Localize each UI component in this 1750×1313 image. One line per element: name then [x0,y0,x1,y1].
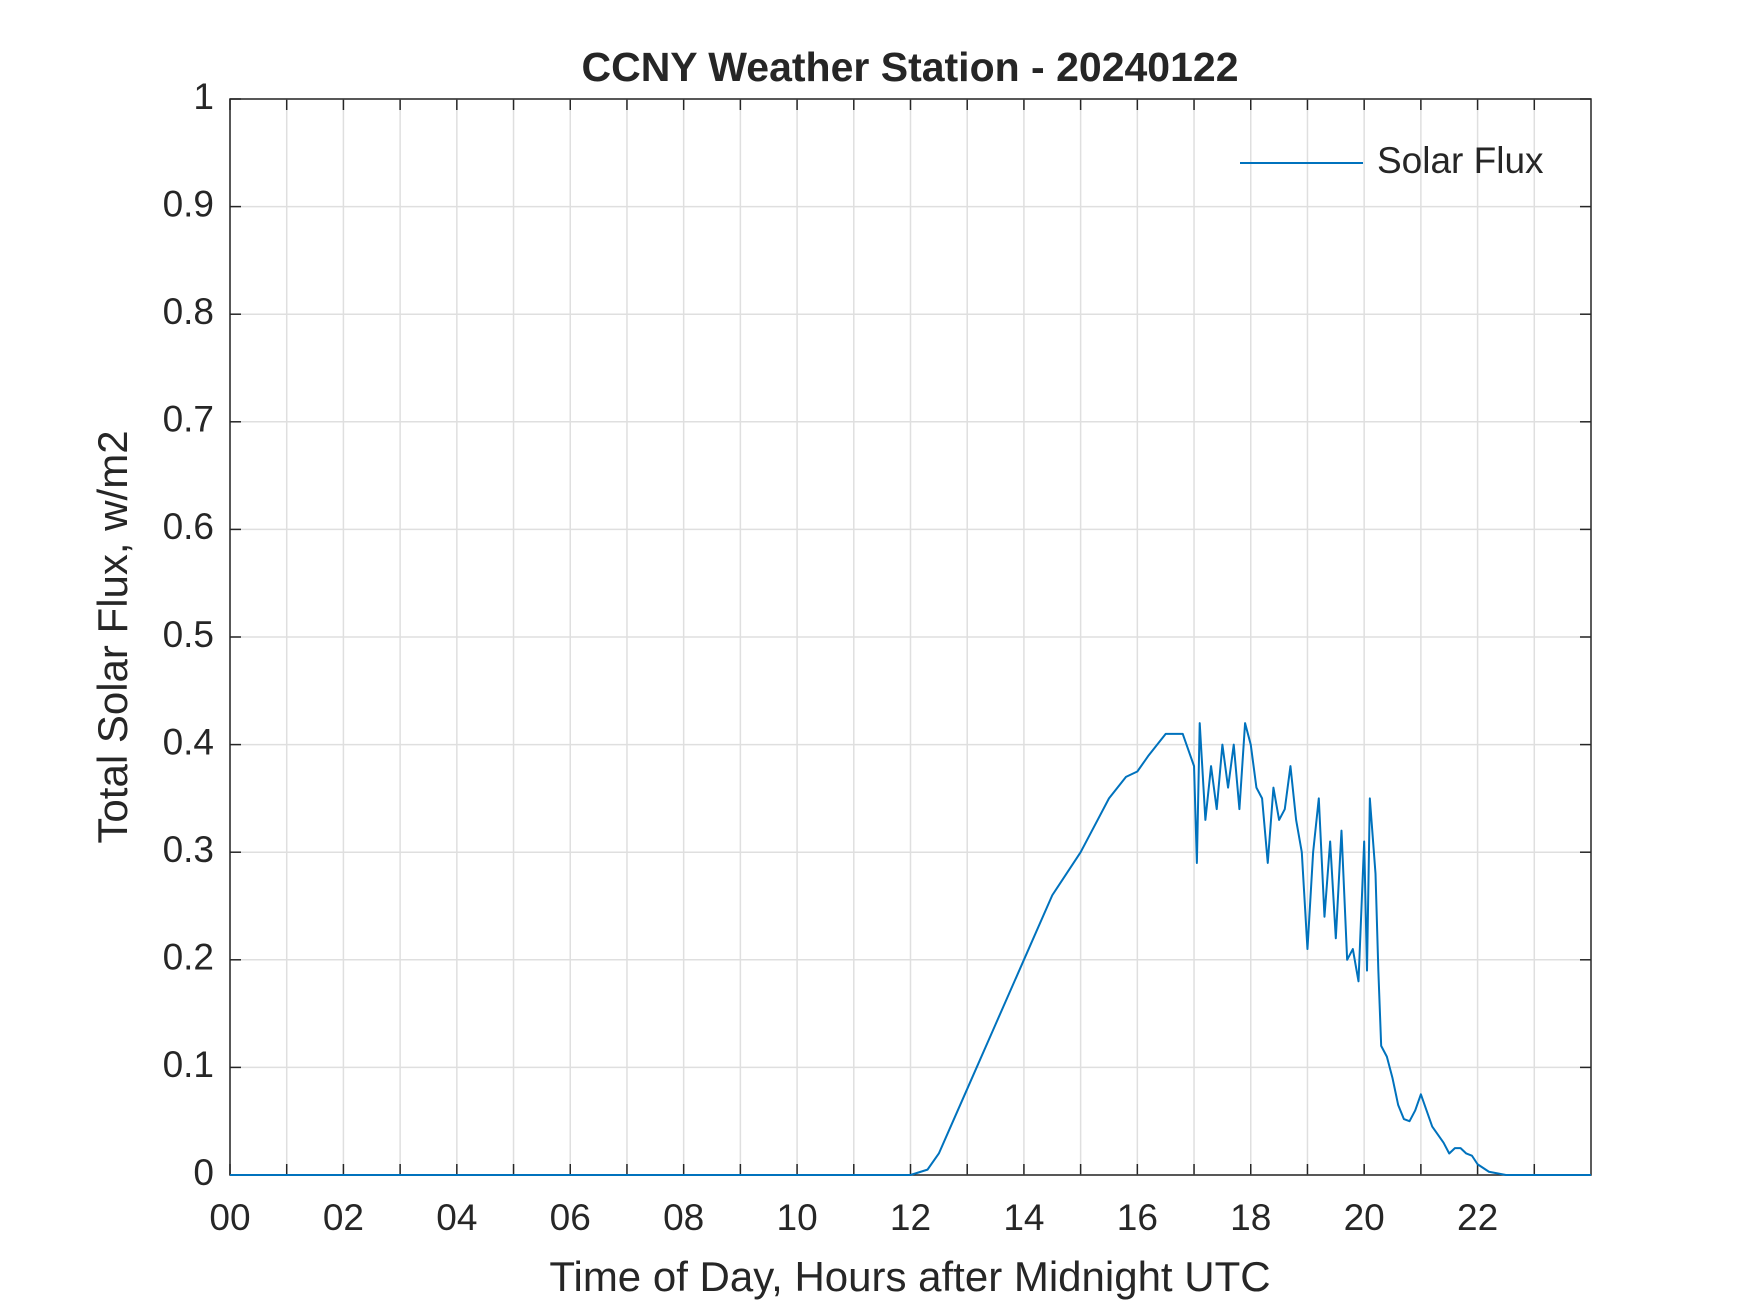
y-tick-label: 0.7 [163,399,214,440]
y-tick-label: 0.3 [163,829,214,870]
x-axis-label: Time of Day, Hours after Midnight UTC [549,1253,1270,1300]
chart-title: CCNY Weather Station - 20240122 [581,44,1238,90]
y-tick-label: 0.5 [163,614,214,655]
x-tick-label: 06 [550,1197,591,1238]
y-axis-label: Total Solar Flux, w/m2 [89,430,136,843]
y-tick-label: 0.6 [163,506,214,547]
y-tick-label: 0.4 [163,721,214,762]
x-tick-label: 16 [1117,1197,1158,1238]
x-tick-label: 10 [777,1197,818,1238]
y-tick-label: 0.2 [163,937,214,978]
y-tick-label: 0 [193,1152,214,1193]
x-tick-label: 04 [436,1197,477,1238]
x-tick-label: 14 [1003,1197,1044,1238]
y-tick-label: 0.1 [163,1044,214,1085]
x-tick-label: 22 [1457,1197,1498,1238]
x-tick-label: 18 [1230,1197,1271,1238]
x-tick-label: 12 [890,1197,931,1238]
y-tick-label: 0.9 [163,183,214,224]
data-line [230,722,1591,1176]
x-tick-label: 00 [209,1197,250,1238]
y-tick-label: 0.8 [163,291,214,332]
x-tick-label: 02 [323,1197,364,1238]
x-tick-label: 20 [1344,1197,1385,1238]
x-tick-label: 08 [663,1197,704,1238]
y-tick-label: 1 [193,76,214,117]
legend-label: Solar Flux [1377,140,1544,181]
